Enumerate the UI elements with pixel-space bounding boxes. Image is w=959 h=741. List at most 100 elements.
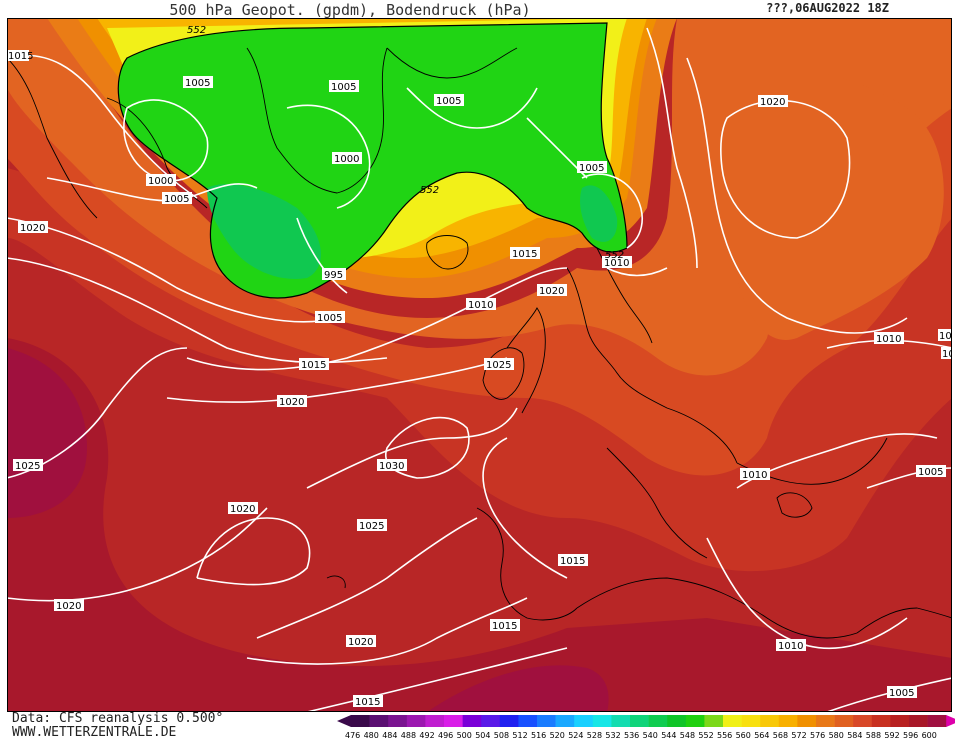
svg-text:1025: 1025 <box>359 521 384 532</box>
geopot-contour-552 <box>117 22 628 299</box>
legend-tick-label: 544 <box>661 731 676 740</box>
legend-tick-label: 524 <box>568 731 583 740</box>
legend-color-box <box>611 715 631 727</box>
legend-tick-label: 552 <box>698 731 713 740</box>
isobar-label-iso-29: 1015 <box>490 619 520 632</box>
geopot-field-596 <box>7 338 952 712</box>
svg-text:1005: 1005 <box>317 313 342 324</box>
legend-tick-label: 480 <box>364 731 379 740</box>
legend-tick-label: 564 <box>754 731 769 740</box>
svg-text:1020: 1020 <box>348 637 373 648</box>
legend-color-box <box>481 715 501 727</box>
map-title: 500 hPa Geopot. (gpdm), Bodendruck (hPa) <box>169 1 531 19</box>
svg-text:10: 10 <box>942 349 952 360</box>
legend-tick-label: 556 <box>717 731 732 740</box>
legend-color-box <box>630 715 649 727</box>
svg-text:1020: 1020 <box>56 601 81 612</box>
legend-color-box <box>797 715 817 727</box>
legend-tick-label: 516 <box>531 731 546 740</box>
legend-color-box <box>537 715 556 727</box>
legend-color-box <box>555 715 575 727</box>
isobar-label-iso-8: 1005 <box>577 161 607 174</box>
svg-text:1015: 1015 <box>8 51 33 62</box>
legend-color-box <box>425 715 445 727</box>
isobar-label-iso-18: 1025 <box>484 358 514 371</box>
legend-tick-label: 496 <box>438 731 453 740</box>
svg-text:1015: 1015 <box>301 360 326 371</box>
legend-tick-label: 528 <box>587 731 602 740</box>
isobar-label-iso-26: 1025 <box>357 519 387 532</box>
isobar-label-iso-30: 1020 <box>346 635 376 648</box>
isobar-label-iso-22: 1010 <box>740 468 770 481</box>
color-legend: 476 480 484 488 492 496 500 504 508 512 516 520 524 5… <box>337 715 955 740</box>
legend-color-box <box>592 715 612 727</box>
svg-text:1015: 1015 <box>560 556 585 567</box>
svg-text:1030: 1030 <box>379 461 404 472</box>
svg-text:1010: 1010 <box>604 258 629 269</box>
isobar-label-iso-19: 1020 <box>277 395 307 408</box>
isobar-label-iso-15: 1020 <box>537 284 567 297</box>
isobar-label-iso-34: 10 <box>938 329 952 342</box>
legend-arrow-right <box>946 715 955 727</box>
legend-tick-label: 484 <box>382 731 397 740</box>
svg-text:1005: 1005 <box>579 163 604 174</box>
svg-text:1010: 1010 <box>742 470 767 481</box>
geopot-field-low-green-scand <box>580 185 618 242</box>
geopot-field-orange-east <box>704 68 944 340</box>
legend-color-box <box>685 715 705 727</box>
svg-text:1005: 1005 <box>164 194 189 205</box>
isobar-label-iso-25: 1020 <box>228 502 258 515</box>
legend-tick-label: 568 <box>773 731 788 740</box>
legend-tick-label: 600 <box>922 731 937 740</box>
svg-text:1010: 1010 <box>778 641 803 652</box>
svg-text:995: 995 <box>324 270 343 281</box>
legend-color-box <box>667 715 687 727</box>
isobar-label-iso-32: 1015 <box>353 695 383 708</box>
legend-color-box <box>909 715 928 727</box>
svg-text:1005: 1005 <box>889 688 914 699</box>
footer-credits: Data: CFS reanalysis 0.500° WWW.WETTERZE… <box>12 712 223 740</box>
geopot-field-600 <box>7 348 87 518</box>
weather-map: 1015 1005 1005 1005 1000 1000 1005 1005 … <box>7 18 952 712</box>
isobar-label-iso-23: 1010 <box>874 332 904 345</box>
legend-color-box <box>648 715 668 727</box>
isobar-label-iso-16: 1005 <box>315 311 345 324</box>
legend-color-box <box>574 715 594 727</box>
isobar-label-iso-13: 1010 <box>602 256 632 269</box>
isobar-label-iso-31: 1010 <box>776 639 806 652</box>
svg-text:10: 10 <box>939 331 952 342</box>
svg-text:1000: 1000 <box>334 154 359 165</box>
legend-color-box <box>741 715 761 727</box>
legend-color-box <box>778 715 798 727</box>
svg-text:1000: 1000 <box>148 176 173 187</box>
isobar-label-iso-28: 1020 <box>54 599 84 612</box>
forecast-datetime: ???,06AUG2022 18Z <box>766 1 889 15</box>
legend-color-box <box>351 715 370 727</box>
svg-text:1020: 1020 <box>760 97 785 108</box>
svg-text:1005: 1005 <box>918 467 943 478</box>
legend-tick-label: 476 <box>345 731 360 740</box>
isobar-label-iso-12: 1015 <box>510 247 540 260</box>
legend-tick-label: 596 <box>903 731 918 740</box>
isobar-label-iso-17: 1015 <box>299 358 329 371</box>
data-source-text: Data: CFS reanalysis 0.500° <box>12 711 224 726</box>
legend-tick-label: 580 <box>829 731 844 740</box>
legend-tick-labels: 476 480 484 488 492 496 500 504 508 512 516 520 524 5… <box>345 731 937 740</box>
isobar-label-iso-33: 1005 <box>887 686 917 699</box>
svg-text:1015: 1015 <box>355 697 380 708</box>
svg-text:1025: 1025 <box>486 360 511 371</box>
geopot-label-gp-3: 552 <box>605 250 624 261</box>
isobar-label-iso-1: 1015 <box>7 50 33 62</box>
geopot-label-gp-1: 552 <box>187 25 206 36</box>
legend-tick-label: 492 <box>419 731 434 740</box>
legend-color-box <box>871 715 891 727</box>
legend-color-box <box>704 715 724 727</box>
svg-text:1020: 1020 <box>230 504 255 515</box>
legend-tick-label: 536 <box>624 731 639 740</box>
legend-color-box <box>853 715 873 727</box>
geopot-field-low-green-inner <box>207 184 321 279</box>
isobar-label-iso-7: 1005 <box>162 192 192 205</box>
isobar-label-iso-4: 1005 <box>434 94 464 107</box>
legend-color-box <box>462 715 482 727</box>
legend-tick-label: 588 <box>866 731 881 740</box>
